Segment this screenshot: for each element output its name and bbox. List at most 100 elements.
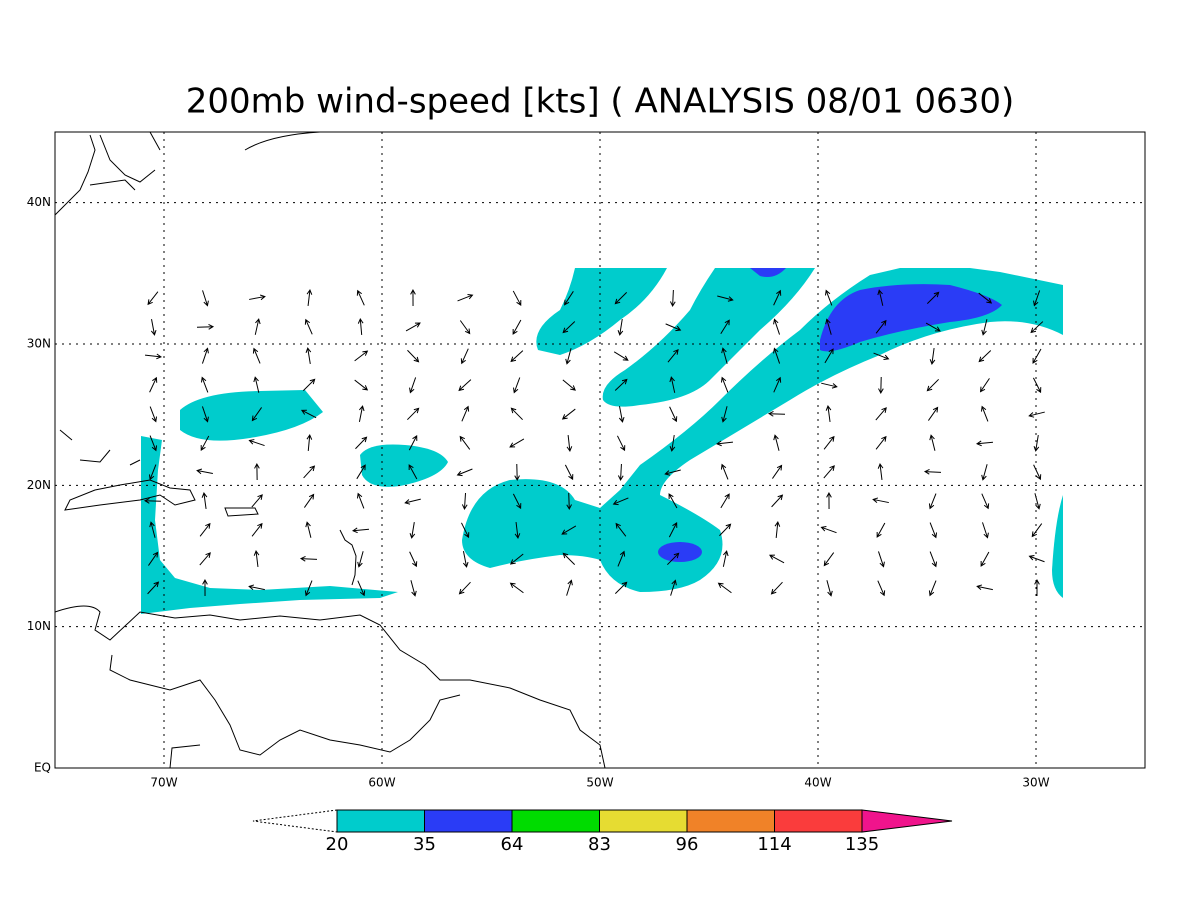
wind-arrow xyxy=(614,292,628,305)
wind-arrow xyxy=(302,378,316,392)
wind-arrow xyxy=(981,493,990,510)
wind-arrow xyxy=(252,347,261,364)
wind-arrow xyxy=(925,322,941,332)
wind-arrow xyxy=(613,351,629,361)
contour xyxy=(141,436,398,614)
wind-arrow xyxy=(356,464,366,480)
wind-arrow xyxy=(303,465,316,479)
contour xyxy=(180,390,323,441)
wind-arrow xyxy=(407,349,420,363)
wind-arrow xyxy=(669,289,676,308)
wind-arrow xyxy=(665,323,682,332)
wind-arrow xyxy=(720,376,729,393)
wind-arrow xyxy=(202,290,209,307)
colorbar-label: 64 xyxy=(501,834,524,855)
wind-arrow xyxy=(773,376,782,393)
wind-arrow xyxy=(872,497,889,504)
wind-arrow xyxy=(148,551,159,566)
wind-arrow xyxy=(669,406,678,423)
wind-arrow xyxy=(721,406,728,423)
wind-arrow xyxy=(305,347,312,364)
wind-arrow xyxy=(566,579,573,596)
wind-arrow xyxy=(976,584,993,591)
wind-arrow xyxy=(248,584,265,591)
wind-arrow xyxy=(457,293,474,302)
y-tick-label: 20N xyxy=(27,478,51,492)
wind-arrow xyxy=(410,580,417,597)
wind-arrow xyxy=(351,527,370,534)
wind-arrow xyxy=(303,493,315,508)
wind-arrow xyxy=(461,492,468,511)
wind-arrow xyxy=(514,463,520,482)
contour xyxy=(820,284,1002,352)
wind-arrow xyxy=(304,580,313,597)
wind-arrow xyxy=(201,492,208,509)
wind-arrow xyxy=(201,347,209,364)
wind-arrow xyxy=(823,435,835,450)
wind-arrow xyxy=(825,318,832,335)
wind-arrow xyxy=(410,288,416,307)
wind-arrow xyxy=(823,552,835,567)
wind-arrow xyxy=(978,350,992,363)
colorbar-segment xyxy=(424,809,513,833)
wind-arrow xyxy=(982,522,989,539)
wind-arrow xyxy=(509,553,524,565)
wind-arrow xyxy=(1033,435,1040,452)
wind-arrow xyxy=(358,405,365,422)
wind-arrow xyxy=(823,465,835,479)
wind-arrow xyxy=(875,435,887,450)
wind-arrow xyxy=(304,318,313,335)
wind-arrow xyxy=(773,434,780,451)
wind-arrow xyxy=(616,435,626,452)
wind-arrow xyxy=(564,464,574,481)
wind-arrow xyxy=(980,551,990,567)
wind-arrow xyxy=(254,318,261,335)
contour xyxy=(658,542,702,562)
wind-arrow xyxy=(253,376,260,393)
x-tick-label: 30W xyxy=(1022,776,1049,790)
wind-arrow xyxy=(825,405,832,422)
grid xyxy=(55,132,1145,769)
wind-arrow xyxy=(719,523,732,537)
wind-arrow xyxy=(562,321,576,334)
wind-arrows xyxy=(143,288,1045,597)
wind-arrow xyxy=(143,498,162,504)
wind-arrow xyxy=(254,462,260,481)
wind-arrow xyxy=(253,550,260,568)
wind-arrow xyxy=(773,318,781,335)
colorbar: 20 35 64 83 96 114 135 xyxy=(252,809,953,855)
wind-arrow xyxy=(923,468,942,475)
wind-arrow xyxy=(306,433,313,452)
contour xyxy=(750,268,786,277)
wind-arrow xyxy=(409,377,417,394)
wind-arrow xyxy=(669,435,676,452)
contour xyxy=(536,268,667,355)
wind-arrow xyxy=(409,522,416,539)
wind-arrow xyxy=(510,407,523,421)
wind-arrow xyxy=(617,463,624,482)
wind-arrow xyxy=(821,382,838,389)
wind-arrow xyxy=(407,407,420,421)
wind-arrow xyxy=(928,493,937,510)
y-tick-label: 40N xyxy=(27,195,51,209)
wind-arrow xyxy=(824,348,834,364)
wind-arrow xyxy=(1033,464,1042,481)
coastlines xyxy=(54,131,606,769)
wind-arrow xyxy=(720,493,730,509)
wind-arrow xyxy=(614,581,628,594)
wind-arrow xyxy=(978,292,993,304)
wind-arrow xyxy=(927,406,939,421)
wind-arrow xyxy=(354,350,369,362)
wind-arrow xyxy=(722,550,729,567)
wind-arrow xyxy=(873,352,890,361)
wind-arrow xyxy=(826,580,833,597)
wind-arrow xyxy=(1033,290,1041,307)
wind-arrow xyxy=(773,289,782,306)
wind-arrow xyxy=(875,319,887,334)
wind-arrow xyxy=(929,551,938,568)
wind-arrow xyxy=(357,551,364,568)
wind-arrow xyxy=(306,289,313,307)
wind-arrow xyxy=(1028,411,1045,418)
wind-arrow xyxy=(717,295,734,302)
wind-arrow xyxy=(460,348,469,365)
